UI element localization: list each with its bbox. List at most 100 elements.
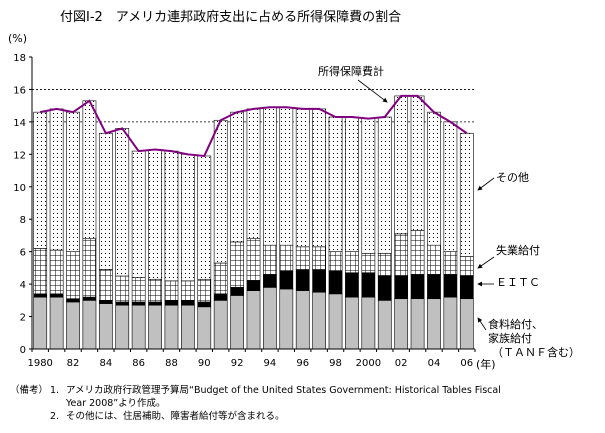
bar-segment-food: [263, 287, 277, 350]
bar-segment-eitc: [443, 274, 458, 298]
bar-segment-unemployment: [230, 241, 244, 288]
bar-segment-eitc: [279, 270, 294, 290]
bar-segment-food: [197, 306, 212, 350]
x-tick-label: 84: [99, 358, 112, 369]
note-prefix: （備考）: [10, 385, 49, 396]
bar-segment-eitc: [410, 274, 425, 300]
bar-segment-food: [427, 298, 441, 350]
bar-segment-eitc: [98, 300, 113, 304]
bar-segment-food: [131, 304, 146, 350]
y-tick-label: 0: [20, 345, 26, 356]
bar-segment-food: [33, 296, 48, 350]
bar-segment-other: [263, 106, 277, 246]
bar-segment-eitc: [148, 301, 162, 306]
y-tick-label: 10: [13, 183, 26, 194]
y-tick-label: 18: [13, 53, 26, 64]
x-tick-label: 96: [296, 358, 309, 369]
note-1: （備考） 1. アメリカ政府行政管理予算局“Budget of the Unit…: [10, 384, 501, 397]
bar-segment-unemployment: [263, 244, 277, 275]
axes: [31, 57, 475, 350]
annotation-food-arrow: [477, 317, 487, 331]
bar-segment-eitc: [164, 300, 179, 306]
bar-segment-other: [131, 150, 146, 278]
bar-segment-food: [164, 304, 179, 350]
bar-segment-unemployment: [427, 244, 441, 275]
bar-segment-other: [443, 121, 458, 252]
bar-segment-unemployment: [361, 252, 376, 274]
bar-segment-other: [377, 116, 392, 254]
bar-segment-unemployment: [66, 251, 80, 300]
bar-segment-eitc: [377, 275, 392, 301]
annotation-unemployment: 失業給付: [496, 243, 540, 257]
x-tick-label: 86: [132, 358, 145, 369]
bar-segment-eitc: [82, 296, 97, 301]
bar-segment-eitc: [345, 272, 359, 298]
bar-segment-food: [49, 296, 64, 350]
bar-segment-eitc: [181, 300, 195, 306]
x-axis-unit: (年): [476, 357, 496, 371]
bar-segment-eitc: [131, 301, 146, 306]
bar-segment-other: [345, 116, 359, 252]
annotation-other: その他: [496, 171, 529, 184]
x-tick-label: 82: [67, 358, 80, 369]
bar-segment-other: [66, 111, 80, 252]
y-tick-label: 8: [20, 215, 26, 226]
y-tick-label: 2: [20, 313, 26, 324]
x-tick-label: 94: [264, 358, 277, 369]
bar-segment-food: [361, 296, 376, 350]
bar-segment-unemployment: [279, 244, 294, 272]
bar-segment-food: [295, 290, 310, 350]
bar-segment-other: [33, 111, 48, 249]
x-tick-label: 06: [460, 358, 473, 369]
bar-segment-other: [394, 95, 409, 235]
y-tick-label: 12: [13, 150, 26, 161]
annotation-total: 所得保障費計: [318, 64, 384, 78]
bar-segment-food: [279, 288, 294, 350]
bar-segment-other: [246, 108, 261, 239]
bar-segment-unemployment: [181, 280, 195, 301]
bar-segment-other: [213, 119, 228, 264]
bar-segment-unemployment: [345, 251, 359, 274]
bar-segment-other: [82, 100, 97, 239]
y-axis-unit: (%): [8, 32, 27, 45]
x-tick-label: 04: [428, 358, 441, 369]
y-tick-label: 4: [20, 280, 26, 291]
x-tick-label: 88: [165, 358, 178, 369]
bar-segment-eitc: [230, 287, 244, 296]
bar-segment-food: [459, 298, 474, 350]
bar-segment-unemployment: [213, 262, 228, 295]
bar-segment-food: [230, 295, 244, 350]
bar-segment-other: [164, 150, 179, 282]
note-1-text: アメリカ政府行政管理予算局“Budget of the United State…: [66, 385, 501, 396]
bar-segment-eitc: [312, 269, 326, 293]
bar-segment-unemployment: [394, 233, 409, 277]
note-2: 2. その他には、住居補助、障害者給付等が含まれる。: [10, 410, 501, 423]
bar-segment-food: [410, 298, 425, 350]
bar-segment-food: [394, 298, 409, 350]
bar-segment-food: [328, 293, 343, 350]
bar-segment-other: [279, 106, 294, 246]
note-1-number: 1.: [50, 385, 60, 396]
bar-segment-other: [459, 132, 474, 257]
bar-segment-other: [230, 111, 244, 243]
bar-segment-eitc: [66, 298, 80, 303]
bar-segment-unemployment: [131, 277, 146, 303]
bar-segment-eitc: [295, 269, 310, 291]
bar-segment-eitc: [427, 274, 441, 300]
bars: [33, 95, 474, 350]
note-2-text: その他には、住居補助、障害者給付等が含まれる。: [66, 411, 285, 422]
bar-segment-eitc: [115, 301, 130, 306]
bar-segment-other: [427, 111, 441, 246]
bar-segment-food: [148, 304, 162, 350]
bar-segment-food: [213, 300, 228, 350]
y-tick-labels: 0 2 4 6 8 10 12 14 16 18: [13, 53, 32, 356]
bar-segment-food: [312, 291, 326, 350]
x-tick-label: 02: [395, 358, 408, 369]
note-2-number: 2.: [50, 411, 60, 422]
bar-segment-food: [115, 304, 130, 350]
bar-segment-eitc: [361, 272, 376, 298]
bar-segment-eitc: [49, 293, 64, 298]
x-tick-label: 92: [231, 358, 244, 369]
y-tick-label: 14: [13, 118, 26, 129]
